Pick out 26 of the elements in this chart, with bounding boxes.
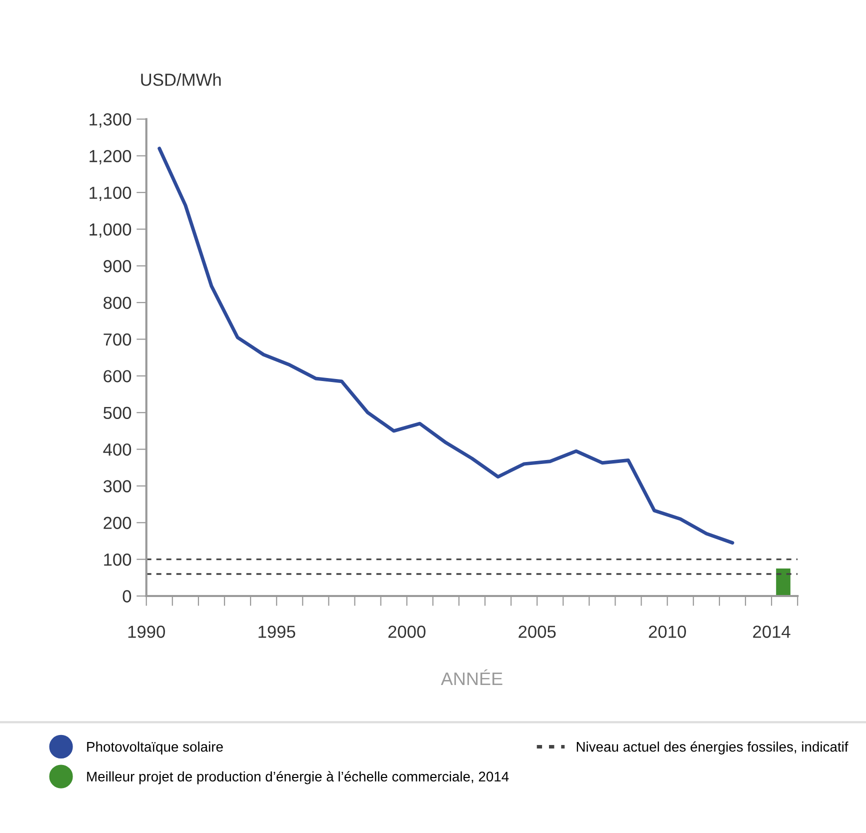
y-tick-label: 800 (104, 296, 132, 309)
y-axis-title: USD/MWh (141, 73, 221, 86)
y-tick-label: 100 (104, 553, 132, 566)
legend-label: Meilleur projet de production d’énergie à l’échelle commerciale, 2014 (87, 771, 509, 784)
x-tick-label: 2005 (518, 626, 556, 638)
y-tick-label: 400 (103, 443, 132, 456)
legend-label: Photovoltaïque solaire (87, 742, 223, 754)
y-tick-label: 200 (104, 516, 132, 530)
x-tick-label: 2000 (388, 626, 426, 638)
x-tick-label: 2010 (648, 626, 686, 638)
x-tick-label: 2014 (753, 626, 790, 638)
legend-label: Niveau actuel des énergies fossiles, indicatif (576, 741, 848, 754)
y-tick-label: 500 (104, 406, 132, 420)
y-tick-label: 600 (104, 370, 132, 382)
y-tick-label: 300 (103, 480, 132, 492)
x-tick-label: 1995 (258, 626, 296, 638)
y-tick-label: 1,000 (90, 223, 132, 238)
y-tick-label: 1,100 (90, 186, 132, 201)
line-series (158, 146, 734, 545)
y-tick-label: 900 (104, 260, 132, 272)
y-tick-label: 1,300 (90, 113, 132, 128)
y-tick-label: 700 (104, 333, 132, 346)
y-tick-label: 0 (122, 590, 132, 602)
x-tick-label: 1990 (128, 626, 165, 638)
x-axis-title: ANNÉE (440, 669, 502, 685)
y-tick-label: 1,200 (90, 150, 132, 164)
